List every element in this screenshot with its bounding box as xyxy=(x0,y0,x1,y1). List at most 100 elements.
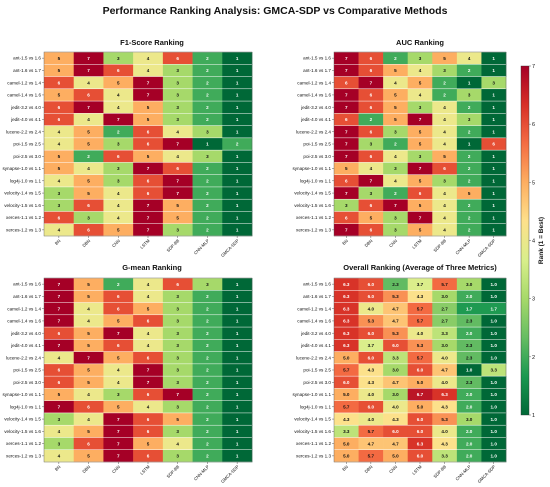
cell-value: 2.7 xyxy=(441,306,448,311)
heatmap-cell xyxy=(162,388,193,401)
y-tick-label: poi-1.5 vs 2.5 xyxy=(13,142,41,147)
heatmap-cell xyxy=(192,162,223,175)
cell-value: 3 xyxy=(176,343,179,348)
cell-value: 1 xyxy=(236,454,239,459)
heatmap-cell xyxy=(73,186,104,200)
y-tick-label: log4j-1.0 vs 1.1 xyxy=(10,404,42,409)
heatmap-cell xyxy=(383,388,409,401)
cell-value: 4 xyxy=(147,405,150,410)
heatmap-cell xyxy=(432,278,458,291)
heatmap-cell xyxy=(133,125,164,139)
cell-value: 4.3 xyxy=(368,368,375,373)
heatmap-cell xyxy=(456,52,482,65)
cell-value: 7 xyxy=(117,331,120,336)
cell-value: 7 xyxy=(117,417,120,422)
cell-value: 2 xyxy=(206,454,209,459)
cell-value: 2 xyxy=(206,179,209,184)
cell-value: 3 xyxy=(176,319,179,324)
heatmap-cell xyxy=(358,88,384,102)
heatmap-cell xyxy=(383,314,409,328)
cell-value: 3 xyxy=(176,68,179,73)
cell-value: 1 xyxy=(236,331,239,336)
cell-value: 5 xyxy=(87,294,90,299)
cell-value: 4.0 xyxy=(417,331,424,336)
heatmap-cell xyxy=(358,174,384,188)
heatmap-cell xyxy=(44,150,75,163)
heatmap-cell xyxy=(407,125,433,139)
cell-value: 1 xyxy=(492,56,495,61)
cell-value: 3 xyxy=(58,203,61,208)
cell-value: 5 xyxy=(58,166,61,171)
y-tick-label: xerces-1.2 vs 1.3 xyxy=(296,453,331,458)
heatmap-cell xyxy=(133,339,164,352)
heatmap-cell xyxy=(432,425,458,438)
heatmap-cell xyxy=(222,278,253,291)
heatmap-cell xyxy=(407,52,433,65)
heatmap-cell xyxy=(162,412,193,426)
heatmap-cell xyxy=(133,162,164,175)
heatmap-cell xyxy=(432,388,458,401)
cell-value: 5.3 xyxy=(392,331,399,336)
heatmap-cell xyxy=(44,88,75,102)
heatmap-cell xyxy=(432,52,458,65)
heatmap-cell xyxy=(432,339,458,352)
cell-value: 6 xyxy=(147,417,150,422)
heatmap-cell xyxy=(358,412,384,426)
cell-value: 5.7 xyxy=(417,306,424,311)
heatmap-cell xyxy=(407,449,433,463)
heatmap-cell xyxy=(103,88,134,102)
cell-value: 4 xyxy=(58,129,61,134)
y-tick-label: camel-1.2 vs 1.4 xyxy=(297,306,331,311)
heatmap-cell xyxy=(432,400,458,414)
heatmap-cell xyxy=(481,388,507,401)
y-tick-label: poi-1.5 vs 2.5 xyxy=(13,368,41,373)
heatmap-cell xyxy=(481,425,507,438)
cell-value: 6.3 xyxy=(343,282,350,287)
heatmap-cell xyxy=(103,199,134,212)
heatmap-cell xyxy=(133,211,164,225)
cell-value: 1 xyxy=(492,166,495,171)
heatmap-cell xyxy=(432,113,458,126)
heatmap-cell xyxy=(383,437,409,451)
heatmap-cell xyxy=(432,351,458,365)
heatmap-cell xyxy=(481,137,507,151)
cell-value: 7 xyxy=(117,117,120,122)
y-tick-label: xerces-1.2 vs 1.3 xyxy=(6,453,41,458)
heatmap-cell xyxy=(407,278,433,291)
heatmap-cell xyxy=(456,437,482,451)
cell-value: 3.0 xyxy=(392,392,399,397)
heatmap-cell xyxy=(456,137,482,151)
cell-value: 4 xyxy=(87,306,90,311)
cell-value: 5 xyxy=(394,93,397,98)
colorbar-tick-label: 1 xyxy=(532,413,535,419)
heatmap-cell xyxy=(44,351,75,365)
heatmap-cell xyxy=(456,162,482,175)
cell-value: 5.3 xyxy=(368,319,375,324)
x-tick-label: CNN xyxy=(388,464,398,474)
cell-value: 2 xyxy=(468,105,471,110)
cell-value: 4 xyxy=(443,142,446,147)
heatmap-cell xyxy=(133,137,164,151)
heatmap-cell xyxy=(358,351,384,365)
heatmap-cell xyxy=(73,137,104,151)
cell-value: 4 xyxy=(176,129,179,134)
cell-value: 1 xyxy=(236,203,239,208)
cell-value: 1 xyxy=(236,166,239,171)
heatmap-cell xyxy=(44,223,75,237)
y-tick-label: camel-1.4 vs 1.6 xyxy=(7,319,41,324)
cell-value: 1.0 xyxy=(466,368,473,373)
x-tick-label: SDP-BB xyxy=(166,238,181,253)
heatmap-cell xyxy=(432,376,458,389)
y-tick-label: jedit-4.0 vs 4.1 xyxy=(10,343,41,348)
heatmap-cell xyxy=(44,186,75,200)
cell-value: 3.0 xyxy=(441,294,448,299)
heatmap-cell xyxy=(73,174,104,188)
cell-value: 2 xyxy=(206,228,209,233)
heatmap-cell xyxy=(192,339,223,352)
cell-value: 7 xyxy=(345,142,348,147)
cell-value: 5 xyxy=(87,454,90,459)
cell-value: 2 xyxy=(468,154,471,159)
cell-value: 6 xyxy=(87,93,90,98)
cell-value: 2 xyxy=(443,80,446,85)
cell-value: 4 xyxy=(117,105,120,110)
